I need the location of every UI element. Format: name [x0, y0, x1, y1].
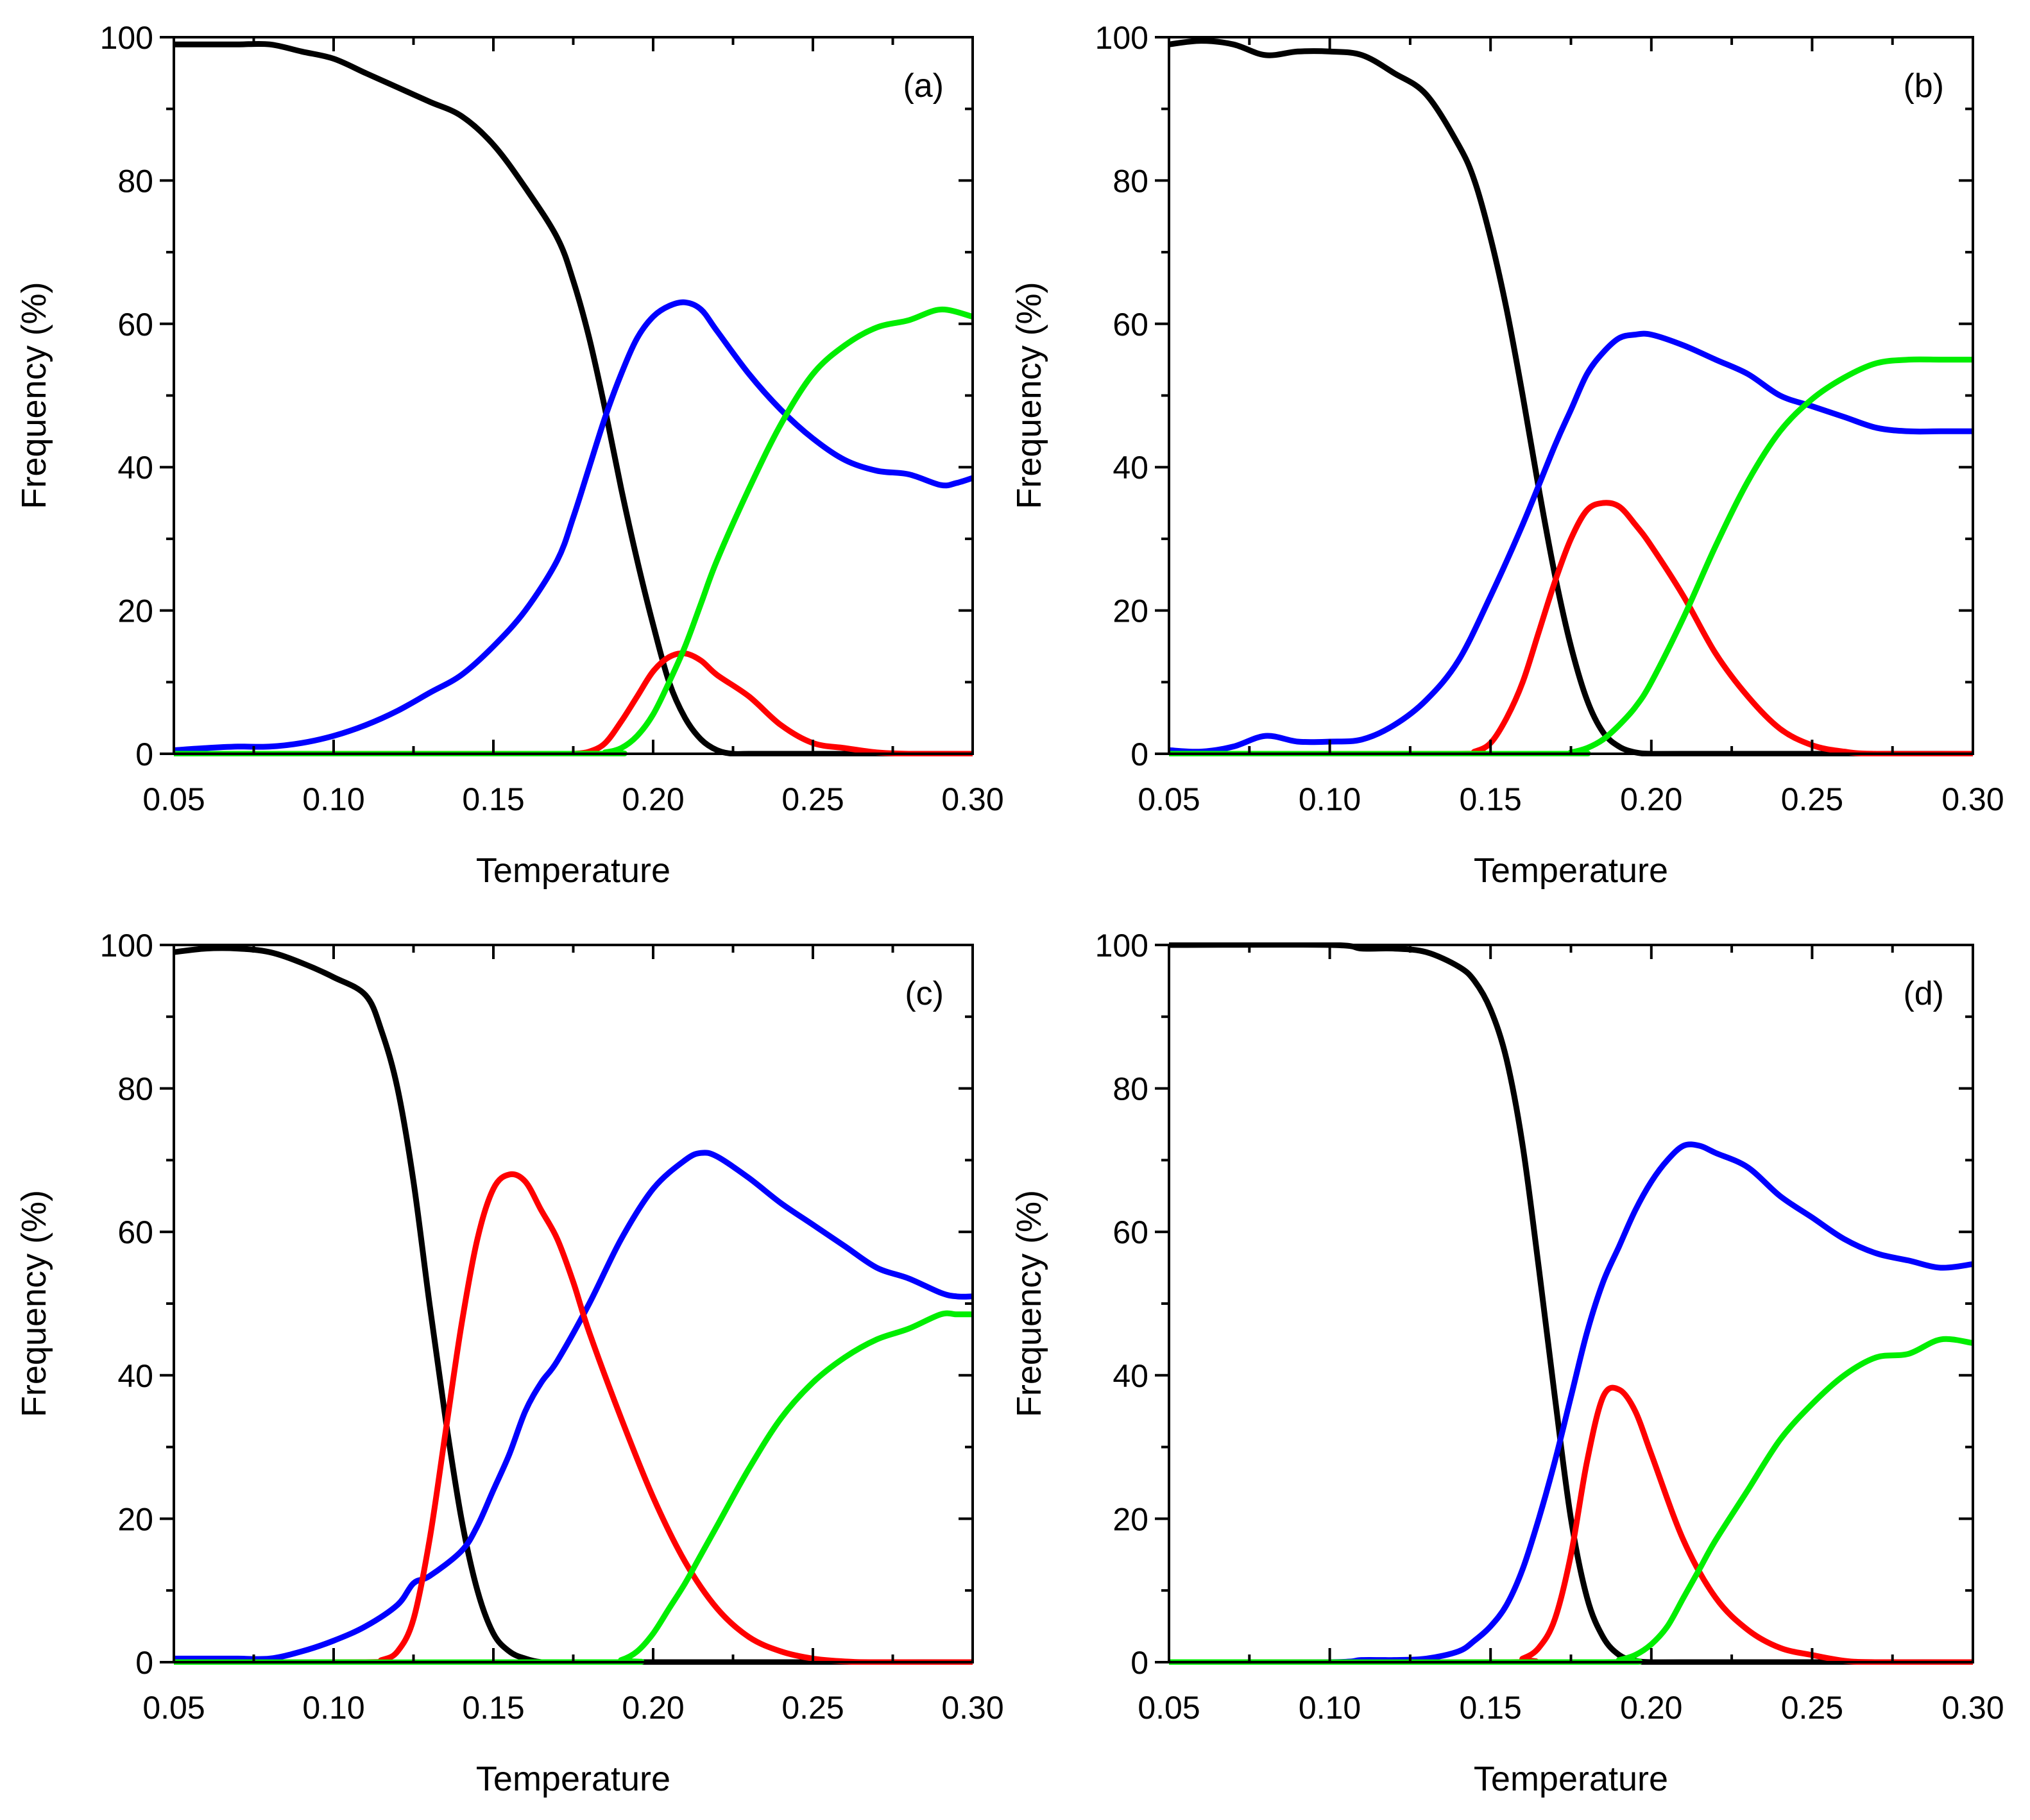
plot-frame	[173, 944, 974, 1663]
y-tick-label: 60	[117, 1214, 153, 1250]
panel-label: (a)	[903, 67, 944, 105]
y-tick-label: 40	[1113, 1358, 1148, 1394]
y-tick-label: 20	[1113, 1501, 1148, 1537]
green-curve	[174, 1310, 973, 1665]
panel-b: 0.05 0.10 0.15 0.20 0.25 0.30 0 20 40 60 80 100 Temp…	[1010, 20, 2004, 890]
green-curve	[174, 306, 973, 756]
x-tick-label: 0.05	[142, 1690, 205, 1726]
blue-curve	[1169, 1141, 1973, 1665]
panel-d: 0.05 0.10 0.15 0.20 0.25 0.30 0 20 40 60 80 100 Temp…	[1010, 928, 2004, 1798]
y-tick-label: 60	[117, 307, 153, 343]
x-tick-label: 0.25	[1781, 1690, 1843, 1726]
y-tick-label: 100	[100, 20, 153, 56]
x-axis-title: Temperature	[476, 851, 670, 890]
y-tick-label: 40	[117, 1358, 153, 1394]
y-tick-label: 80	[1113, 163, 1148, 199]
x-tick-label: 0.30	[1941, 1690, 2004, 1726]
x-tick-label: 0.05	[1138, 1690, 1200, 1726]
panel-label: (c)	[905, 975, 944, 1012]
x-tick-label: 0.30	[941, 1690, 1003, 1726]
x-tick-label: 0.10	[1299, 781, 1361, 817]
panel-label: (b)	[1903, 67, 1944, 105]
y-tick-label: 80	[117, 163, 153, 199]
y-tick-label: 100	[1095, 928, 1148, 964]
y-tick-label: 80	[1113, 1071, 1148, 1107]
x-tick-label: 0.20	[1620, 1690, 1682, 1726]
series-group	[1169, 38, 1973, 756]
blue-curve	[174, 1150, 973, 1662]
x-tick-label: 0.10	[302, 1690, 364, 1726]
series-group	[174, 40, 973, 756]
panel-label: (d)	[1903, 975, 1944, 1012]
x-tick-label: 0.15	[1460, 1690, 1522, 1726]
y-tick-label: 80	[117, 1071, 153, 1107]
red-curve	[174, 650, 973, 756]
y-axis-title: Frequency (%)	[1010, 282, 1048, 509]
x-axis-title: Temperature	[476, 1760, 670, 1798]
x-tick-label: 0.15	[462, 1690, 524, 1726]
x-tick-label: 0.15	[462, 781, 524, 817]
x-tick-label: 0.30	[1941, 781, 2004, 817]
red-curve	[1169, 500, 1973, 756]
x-tick-label: 0.25	[781, 1690, 844, 1726]
y-tick-label: 40	[1113, 450, 1148, 486]
y-tick-label: 60	[1113, 307, 1148, 343]
series-group	[174, 945, 973, 1665]
x-tick-label: 0.20	[622, 1690, 684, 1726]
x-tick-label: 0.30	[941, 781, 1003, 817]
x-axis-title: Temperature	[1474, 851, 1668, 890]
y-axis-title: Frequency (%)	[1010, 1190, 1048, 1417]
panel-a: 0.05 0.10 0.15 0.20 0.25 0.30 0 20 40 60 80 100 Temp…	[15, 20, 1004, 890]
y-axis-title: Frequency (%)	[15, 282, 53, 509]
x-tick-label: 0.20	[622, 781, 684, 817]
y-tick-label: 0	[135, 736, 153, 772]
black-curve	[174, 40, 973, 756]
y-tick-label: 20	[1113, 593, 1148, 629]
blue-curve	[1169, 330, 1973, 755]
y-tick-label: 100	[100, 928, 153, 964]
y-tick-label: 40	[117, 450, 153, 486]
y-axis-title: Frequency (%)	[15, 1190, 53, 1417]
x-tick-label: 0.10	[1299, 1690, 1361, 1726]
x-tick-label: 0.15	[1460, 781, 1522, 817]
x-axis-title: Temperature	[1474, 1760, 1668, 1798]
plot-frame	[173, 36, 974, 755]
y-tick-label: 0	[135, 1645, 153, 1681]
x-tick-label: 0.20	[1620, 781, 1682, 817]
x-tick-label: 0.05	[1138, 781, 1200, 817]
y-tick-label: 0	[1130, 1645, 1148, 1681]
x-tick-label: 0.25	[1781, 781, 1843, 817]
x-tick-label: 0.10	[302, 781, 364, 817]
y-tick-label: 60	[1113, 1214, 1148, 1250]
x-tick-label: 0.05	[142, 781, 205, 817]
y-tick-label: 100	[1095, 20, 1148, 56]
y-tick-label: 0	[1130, 736, 1148, 772]
red-curve	[174, 1171, 973, 1665]
y-tick-label: 20	[117, 1501, 153, 1537]
blue-curve	[174, 299, 973, 753]
x-tick-label: 0.25	[781, 781, 844, 817]
panel-c: 0.05 0.10 0.15 0.20 0.25 0.30 0 20 40 60 80 100 Temp…	[15, 928, 1004, 1798]
black-curve	[1169, 38, 1973, 756]
y-tick-label: 20	[117, 593, 153, 629]
black-curve	[174, 945, 973, 1665]
series-group	[1169, 942, 1973, 1665]
